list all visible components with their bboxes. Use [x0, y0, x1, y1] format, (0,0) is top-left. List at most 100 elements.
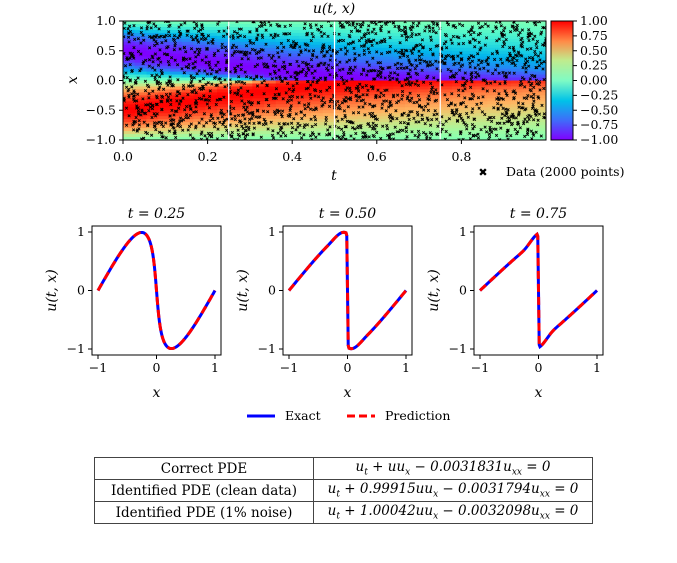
heatmap-cell — [522, 47, 535, 52]
heatmap-cell — [499, 68, 512, 73]
heatmap-cell — [534, 107, 546, 111]
heatmap-cell — [181, 53, 195, 58]
heatmap-cell — [158, 50, 171, 55]
heatmap-cell — [358, 71, 371, 76]
heatmap-cell — [311, 29, 324, 34]
heatmap-cell — [134, 119, 148, 123]
heatmap-cell — [334, 104, 347, 108]
heatmap-cell — [463, 116, 477, 120]
heatmap-cell — [428, 59, 441, 64]
heatmap-xlabel: t — [331, 168, 337, 184]
heatmap-cell — [510, 65, 524, 70]
heatmap-cell — [428, 122, 441, 126]
heatmap-cell — [311, 110, 324, 114]
heatmap-cell — [522, 98, 535, 102]
heatmap-cell — [134, 50, 148, 55]
heatmap-cell — [334, 29, 347, 34]
heatmap-cell — [405, 119, 418, 123]
heatmap-cell — [217, 83, 230, 88]
heatmap-cell — [158, 59, 171, 64]
heatmap-cell — [240, 23, 253, 28]
slice-xlabel: x — [535, 385, 543, 401]
heatmap-cell — [264, 62, 277, 67]
heatmap-cell — [346, 119, 359, 123]
heatmap-cell — [510, 62, 524, 67]
heatmap-cell — [264, 68, 277, 73]
heatmap-cell — [475, 134, 488, 138]
data-point-markers — [123, 21, 546, 140]
heatmap-cell — [134, 21, 148, 25]
heatmap-cell — [205, 38, 218, 43]
heatmap-cell — [358, 125, 371, 129]
heatmap-cell — [311, 38, 324, 43]
heatmap-cell — [170, 83, 183, 88]
heatmap-cell — [381, 113, 394, 117]
heatmap-cell — [416, 119, 430, 123]
heatmap-cell — [275, 83, 289, 88]
heatmap-cell — [287, 92, 300, 96]
heatmap-cell — [158, 74, 171, 79]
heatmap-cell — [381, 26, 394, 31]
heatmap-cell — [240, 95, 253, 99]
heatmap-cell — [463, 110, 477, 114]
heatmap-cell — [428, 44, 441, 49]
heatmap-cell — [487, 131, 500, 135]
heatmap-cell — [275, 137, 289, 140]
heatmap-cell — [534, 38, 546, 43]
heatmap-cell — [146, 56, 159, 61]
heatmap-cell — [428, 26, 441, 31]
heatmap-cell — [522, 71, 535, 76]
heatmap-cell — [311, 65, 324, 70]
heatmap-cell — [264, 95, 277, 99]
heatmap-cell — [463, 122, 477, 126]
heatmap-cell — [522, 26, 535, 31]
heatmap-cell — [322, 119, 336, 123]
heatmap-cell — [181, 50, 195, 55]
heatmap-cell — [499, 59, 512, 64]
heatmap-cell — [346, 47, 359, 52]
heatmap-cell — [463, 134, 477, 138]
heatmap-cell — [275, 119, 289, 123]
heatmap-cell — [299, 83, 312, 88]
heatmap-cell — [522, 77, 535, 82]
heatmap-cell — [299, 59, 312, 64]
heatmap-cell — [428, 50, 441, 55]
heatmap-cell — [275, 59, 289, 64]
heatmap-cell — [240, 29, 253, 34]
heatmap-cell — [311, 56, 324, 61]
heatmap-cell — [369, 104, 383, 108]
heatmap-cell — [287, 110, 300, 114]
heatmap-cell — [369, 134, 383, 138]
heatmap-cell — [346, 62, 359, 67]
heatmap-cell — [134, 71, 148, 76]
heatmap-cell — [405, 77, 418, 82]
heatmap-cell — [299, 137, 312, 140]
heatmap-cell — [193, 44, 206, 49]
heatmap-cell — [440, 107, 453, 111]
heatmap-cell — [510, 26, 524, 31]
heatmap-cell — [322, 89, 336, 93]
heatmap-cell — [510, 98, 524, 102]
heatmap-cell — [463, 23, 477, 28]
heatmap-cell — [428, 29, 441, 34]
heatmap-cell — [393, 21, 406, 25]
heatmap-cell — [475, 35, 488, 40]
heatmap-cell — [287, 80, 300, 85]
heatmap-cell — [393, 44, 406, 49]
heatmap-cell — [346, 116, 359, 120]
table-row-equation: ut + 0.99915uux − 0.0031794uxx = 0 — [313, 479, 593, 502]
heatmap-cell — [146, 38, 159, 43]
heatmap-cell — [499, 137, 512, 140]
heatmap-cell — [146, 44, 159, 49]
heatmap-cell — [205, 53, 218, 58]
heatmap-cell — [228, 26, 242, 31]
heatmap-cell — [534, 89, 546, 93]
heatmap-cell — [240, 137, 253, 140]
heatmap-cell — [205, 41, 218, 46]
heatmap-cell — [146, 23, 159, 28]
heatmap-cell — [205, 59, 218, 64]
heatmap-cell — [358, 80, 371, 85]
heatmap-cell — [405, 113, 418, 117]
heatmap-cell — [393, 53, 406, 58]
heatmap-cell — [428, 38, 441, 43]
